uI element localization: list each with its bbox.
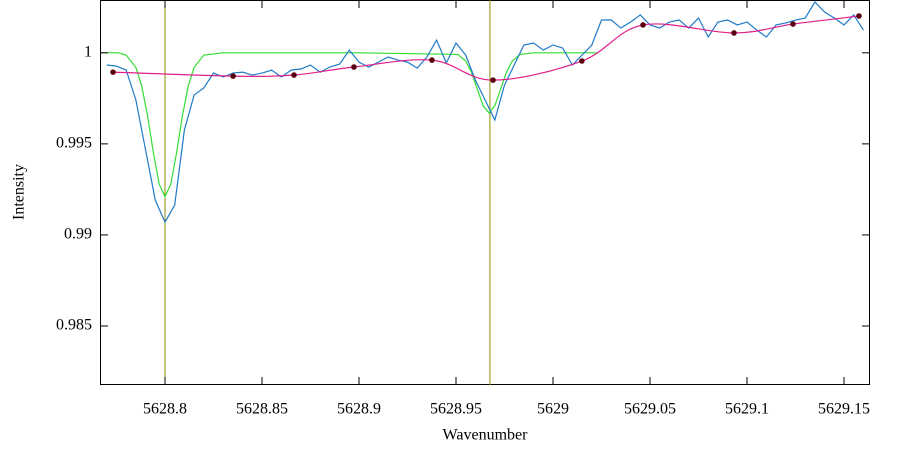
plot-frame (100, 0, 870, 385)
control-point (230, 73, 236, 79)
x-tick-label: 5628.95 (430, 401, 482, 418)
x-tick-label: 5628.9 (337, 401, 381, 418)
control-point (790, 21, 796, 27)
series-line (100, 52, 598, 199)
x-tick-label: 5629.15 (818, 401, 870, 418)
control-point (291, 72, 297, 78)
x-tick-label: 5629.1 (725, 401, 769, 418)
control-point (640, 22, 646, 28)
control-point (351, 64, 357, 70)
control-point (731, 30, 737, 36)
x-tick-label: 5629 (537, 401, 569, 418)
x-tick-label: 5628.85 (236, 401, 288, 418)
y-tick-label: 0.985 (56, 317, 92, 334)
x-tick-label: 5629.05 (624, 401, 676, 418)
control-point (856, 13, 862, 19)
control-point (110, 69, 116, 75)
y-tick-label: 0.995 (56, 135, 92, 152)
control-point (429, 57, 435, 63)
x-axis-label: Wavenumber (443, 427, 529, 444)
y-tick-label: 0.99 (64, 226, 92, 243)
plot-area (100, 0, 864, 385)
y-tick-label: 1 (84, 43, 92, 60)
control-point (579, 58, 585, 64)
series-line (106, 1, 864, 224)
x-tick-label: 5628.8 (143, 401, 187, 418)
control-point (490, 77, 496, 83)
y-axis-label: Intensity (11, 164, 28, 220)
